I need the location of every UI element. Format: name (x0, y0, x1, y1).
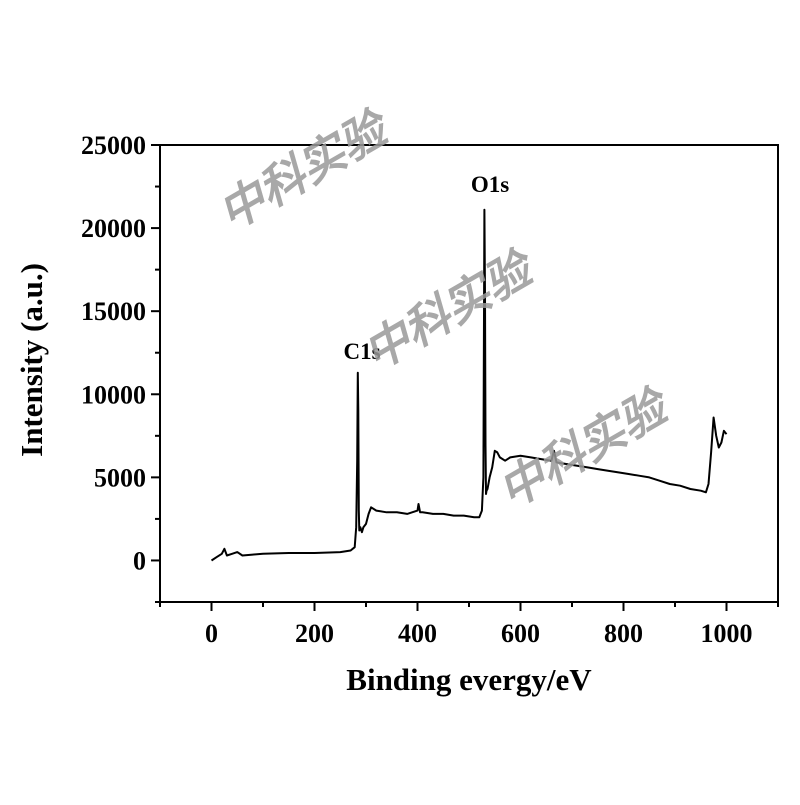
x-tick-label: 200 (295, 619, 334, 648)
y-axis-title: Intensity (a.u.) (14, 263, 49, 457)
annotation-c1s: C1s (343, 339, 380, 364)
x-tick-label: 400 (398, 619, 437, 648)
x-tick-label: 0 (205, 619, 218, 648)
x-axis-title: Binding evergy/eV (346, 662, 592, 697)
y-tick-label: 10000 (81, 380, 146, 409)
watermark-group: 中科实验 中科实验 中科实验 (209, 99, 681, 519)
y-tick-label: 5000 (94, 463, 146, 492)
y-tick-label: 15000 (81, 297, 146, 326)
ticks-layer (151, 144, 779, 611)
y-tick-label: 20000 (81, 214, 146, 243)
y-tick-label: 25000 (81, 131, 146, 160)
watermark-3: 中科实验 (489, 377, 681, 519)
x-tick-label: 800 (604, 619, 643, 648)
tick-labels-layer: 0 200 400 600 800 100005000100001500020000250… (81, 131, 753, 648)
watermark-2: 中科实验 (354, 239, 546, 381)
watermark-1: 中科实验 (209, 99, 401, 241)
x-tick-label: 1000 (701, 619, 753, 648)
annotation-o1s: O1s (471, 172, 509, 197)
y-tick-label: 0 (133, 546, 146, 575)
x-tick-label: 600 (501, 619, 540, 648)
spectrum-line (210, 208, 728, 562)
